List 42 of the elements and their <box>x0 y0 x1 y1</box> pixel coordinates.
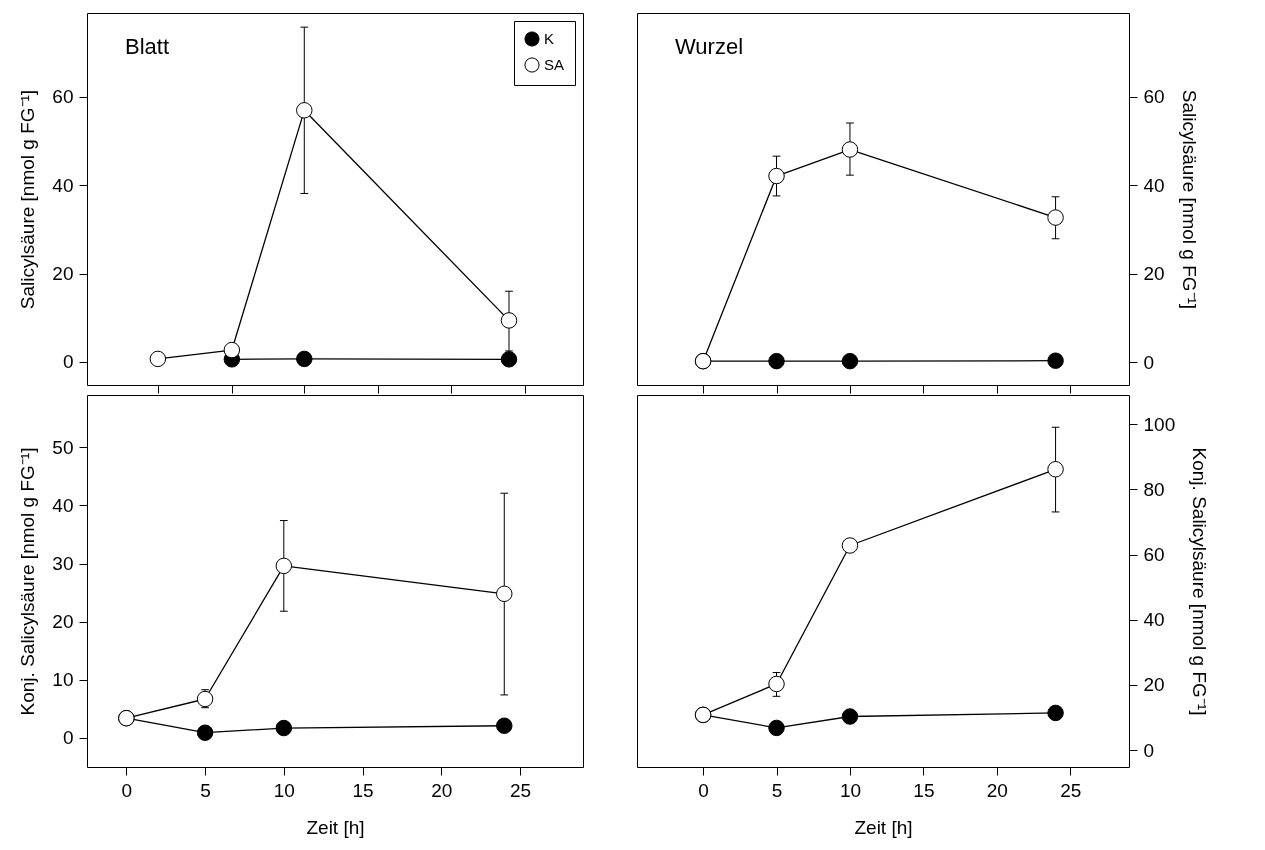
y-tick-label: 0 <box>62 351 74 373</box>
y-tick-label: 40 <box>52 494 74 516</box>
legend-label: K <box>544 30 555 47</box>
y-tick-label: 30 <box>52 553 74 575</box>
x-tick-label: 10 <box>273 779 295 801</box>
x-tick-label: 5 <box>200 779 211 801</box>
text: Blatt <box>125 34 170 59</box>
y-tick-label: 20 <box>52 263 74 285</box>
x-axis-title: Zeit [h] <box>306 816 365 838</box>
x-axis-title: Zeit [h] <box>854 816 913 838</box>
y-tick-label: 60 <box>52 86 74 108</box>
x-tick-label: 25 <box>509 779 532 801</box>
text: Wurzel <box>675 34 744 59</box>
y-tick-label: 40 <box>1143 174 1165 196</box>
y-axis-title: Salicylsäure [nmol g FG⁻¹] <box>1178 89 1200 310</box>
y-tick-label: 80 <box>1143 478 1165 500</box>
x-tick-label: 10 <box>839 779 862 801</box>
x-tick-label: 25 <box>1060 779 1082 801</box>
y-tick-label: 40 <box>1143 609 1165 631</box>
y-axis-title: Konj. Salicylsäure [nmol g FG⁻¹] <box>1189 447 1211 716</box>
y-tick-label: 20 <box>1143 263 1165 285</box>
y-axis-title: Salicylsäure [nmol g FG⁻¹] <box>17 89 39 310</box>
y-axis-title: Konj. Salicylsäure [nmol g FG⁻¹] <box>17 447 39 716</box>
x-tick-label: 0 <box>698 779 709 801</box>
y-tick-label: 20 <box>52 611 74 633</box>
x-tick-label: 20 <box>986 779 1008 801</box>
y-tick-label: 60 <box>1143 86 1165 108</box>
y-tick-label: 60 <box>1143 544 1165 566</box>
y-tick-label: 20 <box>1143 674 1165 696</box>
legend-label: SA <box>544 56 565 73</box>
y-tick-label: 0 <box>1143 739 1155 761</box>
y-tick-label: 50 <box>52 436 74 458</box>
x-tick-label: 20 <box>431 779 453 801</box>
y-tick-label: 40 <box>52 174 74 196</box>
x-tick-label: 15 <box>913 779 935 801</box>
x-tick-label: 5 <box>771 779 783 801</box>
y-tick-label: 0 <box>62 727 74 749</box>
y-tick-label: 10 <box>52 669 74 691</box>
x-tick-label: 15 <box>352 779 374 801</box>
y-tick-label: 100 <box>1143 413 1176 435</box>
x-tick-label: 0 <box>121 779 133 801</box>
y-tick-label: 0 <box>1143 351 1155 373</box>
